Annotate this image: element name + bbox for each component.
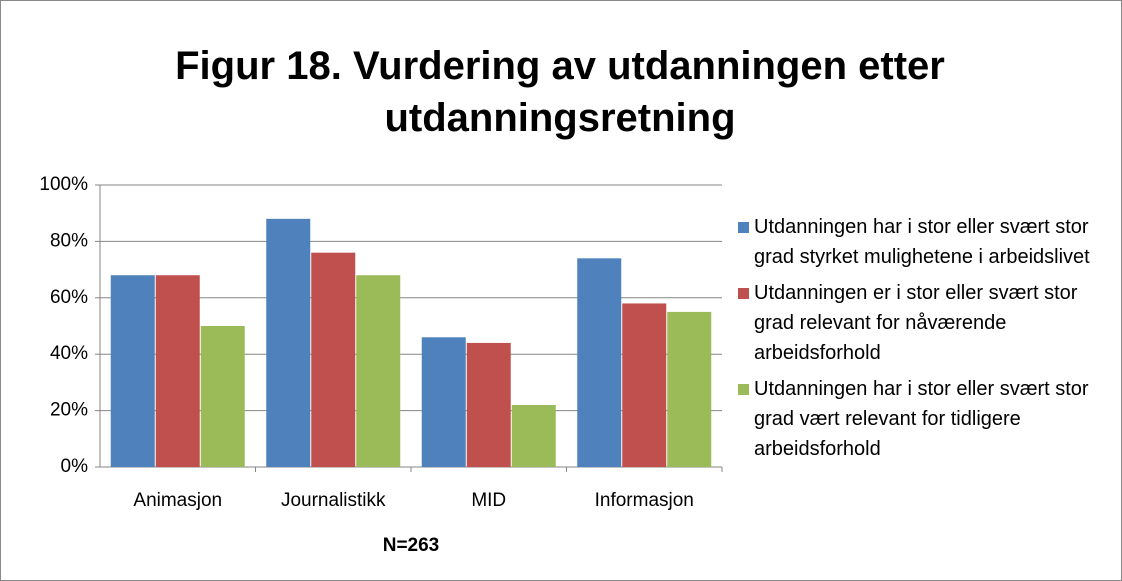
bar [421, 337, 466, 467]
y-tick-label: 0% [61, 456, 89, 477]
x-tick-label: Journalistikk [281, 490, 386, 511]
bar [577, 258, 622, 467]
bar [356, 275, 401, 467]
legend-swatch [738, 222, 749, 233]
bar [311, 252, 356, 467]
x-tick-label: MID [471, 490, 506, 511]
y-tick-label: 80% [50, 230, 88, 251]
chart-title: Figur 18. Vurdering av utdanningen etter… [175, 44, 945, 140]
legend-entry: Utdanningen er i stor eller svært stor g… [738, 278, 1108, 368]
legend-swatch [738, 384, 749, 395]
y-tick-label: 20% [50, 400, 88, 421]
legend-label: Utdanningen har i stor eller svært stor … [754, 378, 1089, 460]
x-tick-label: Informasjon [595, 490, 694, 511]
bar [667, 311, 712, 467]
legend-label: Utdanningen har i stor eller svært stor … [754, 216, 1090, 268]
legend-entry: Utdanningen har i stor eller svært stor … [738, 212, 1108, 272]
bar [511, 404, 556, 467]
x-axis-title: N=263 [383, 535, 440, 556]
y-tick-label: 40% [50, 343, 88, 364]
bar [200, 326, 245, 467]
x-tick-label: Animasjon [133, 490, 222, 511]
bar [266, 218, 311, 467]
bar [155, 275, 200, 467]
legend: Utdanningen har i stor eller svært stor … [738, 212, 1108, 470]
bar [622, 303, 667, 467]
y-tick-label: 100% [39, 174, 88, 195]
bar [110, 275, 155, 467]
y-tick-label: 60% [50, 287, 88, 308]
legend-label: Utdanningen er i stor eller svært stor g… [754, 282, 1078, 364]
legend-swatch [738, 288, 749, 299]
bar [466, 342, 511, 467]
legend-entry: Utdanningen har i stor eller svært stor … [738, 374, 1108, 464]
